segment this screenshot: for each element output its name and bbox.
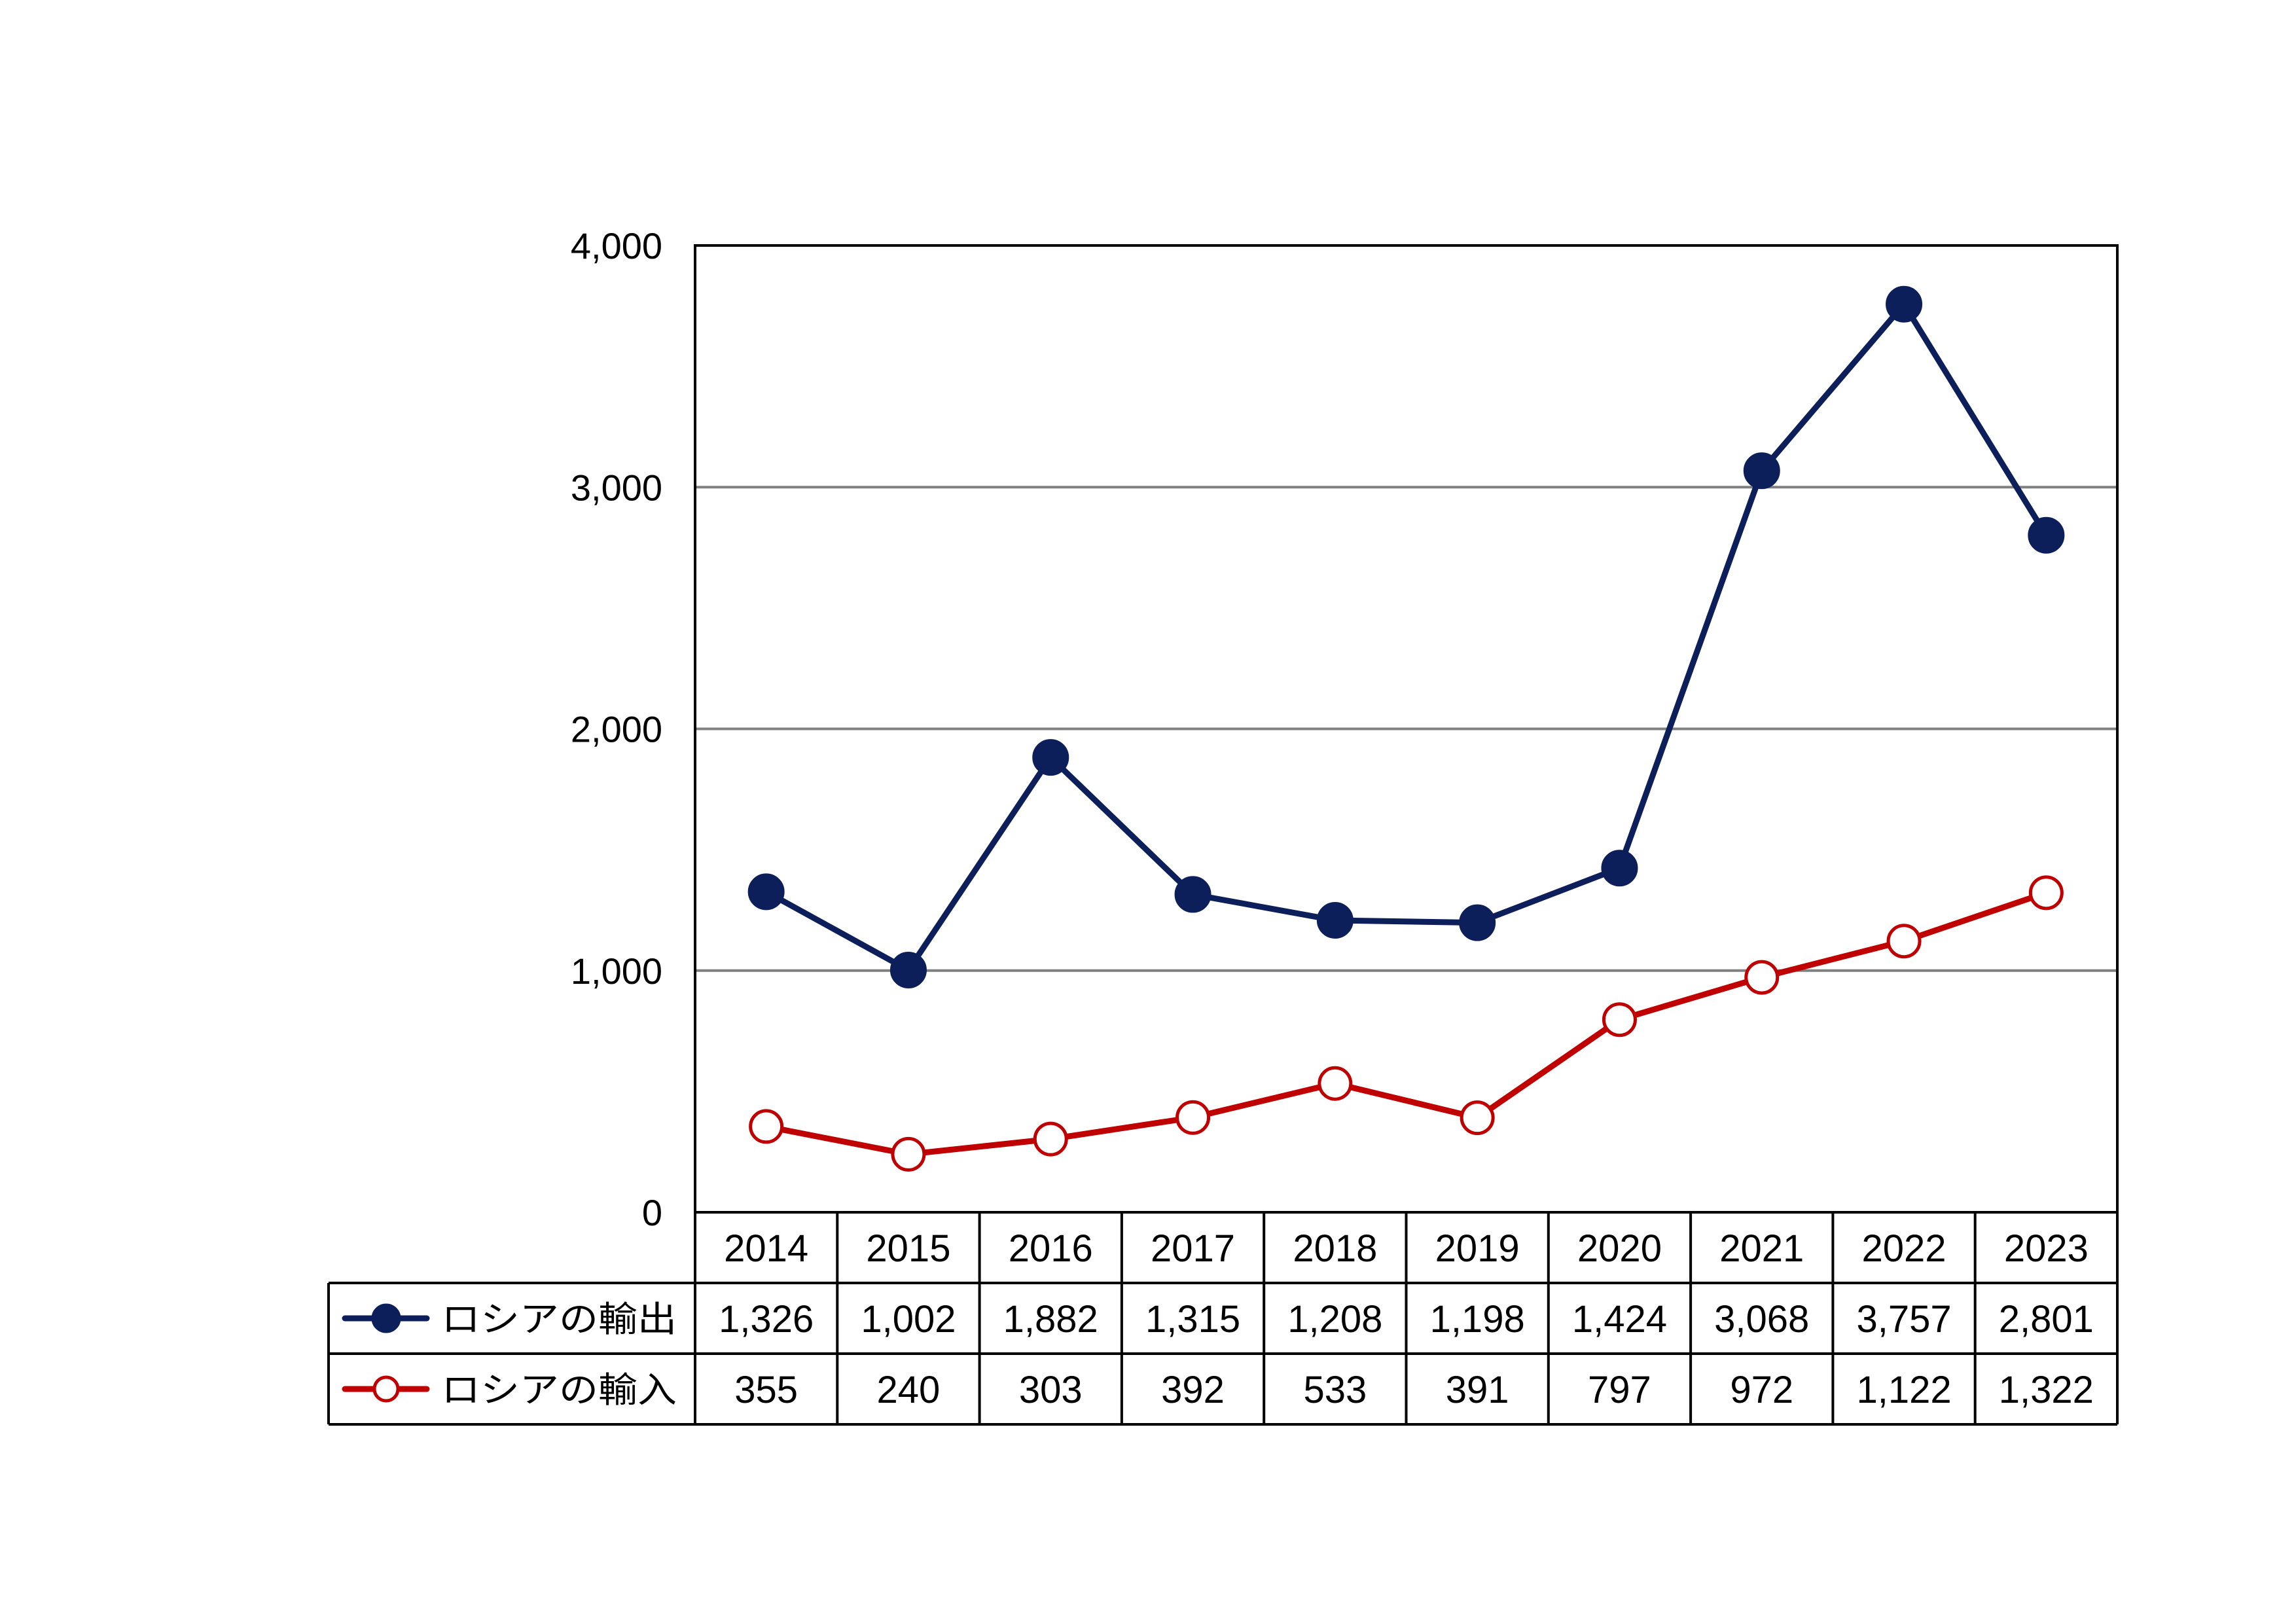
data-point (1886, 924, 1922, 959)
data-point (2028, 516, 2065, 554)
data-point (1175, 1100, 1211, 1135)
data-point (749, 1109, 784, 1144)
data-point (1174, 876, 1211, 913)
data-label: 1,122 (1856, 1369, 1951, 1411)
legend-marker (371, 1303, 401, 1333)
data-point (1602, 1002, 1637, 1038)
x-tick-label: 2017 (1151, 1227, 1235, 1270)
data-point (1744, 960, 1780, 995)
x-tick-label: 2014 (724, 1227, 808, 1270)
y-tick-label: 3,000 (571, 467, 662, 508)
series-markers (747, 285, 2065, 1172)
data-label: 392 (1161, 1369, 1225, 1411)
data-label: 797 (1588, 1369, 1651, 1411)
data-point (1460, 1100, 1495, 1136)
y-tick-label: 0 (642, 1192, 662, 1233)
x-tick-label: 2023 (2004, 1227, 2089, 1270)
y-axis: 0 1,000 2,000 3,000 4,000 (571, 225, 662, 1233)
y-tick-label: 2,000 (571, 709, 662, 750)
data-point (891, 1136, 926, 1172)
data-point (1886, 285, 1923, 323)
data-label: 2,801 (1999, 1298, 2094, 1341)
data-point (1743, 452, 1780, 490)
y-tick-label: 1,000 (571, 950, 662, 992)
y-tick-label: 4,000 (571, 225, 662, 266)
legend-label: ロシアの輸出 (441, 1299, 677, 1340)
series-line-1 (763, 301, 2049, 973)
data-label: 1,198 (1430, 1298, 1525, 1341)
data-point (1032, 739, 1069, 776)
data-label: 1,882 (1003, 1298, 1098, 1341)
x-tick-label: 2022 (1862, 1227, 1946, 1270)
data-label: 533 (1303, 1369, 1367, 1411)
data-table: 2014 2015 2016 2017 2018 2019 2020 2021 2022 2023… (327, 1212, 2119, 1426)
data-label: 1,322 (1999, 1369, 2094, 1411)
data-point (889, 952, 927, 989)
data-label: 1,424 (1572, 1298, 1667, 1341)
x-tick-label: 2019 (1435, 1227, 1520, 1270)
legend-marker (372, 1375, 400, 1403)
x-tick-label: 2016 (1009, 1227, 1093, 1270)
data-label: 3,068 (1714, 1298, 1809, 1341)
gridlines (695, 486, 2117, 972)
data-label: 1,208 (1287, 1298, 1382, 1341)
data-point (1459, 904, 1496, 941)
x-tick-label: 2015 (866, 1227, 950, 1270)
data-label: 303 (1019, 1369, 1083, 1411)
legend-label: ロシアの輸入 (441, 1369, 677, 1411)
data-label: 972 (1730, 1369, 1793, 1411)
data-label: 3,757 (1856, 1298, 1951, 1341)
x-tick-label: 2021 (1719, 1227, 1804, 1270)
x-tick-label: 2020 (1577, 1227, 1662, 1270)
data-point (1033, 1121, 1068, 1157)
data-point (1316, 901, 1354, 939)
data-label: 1,326 (719, 1298, 814, 1341)
series-line-2 (763, 890, 2049, 1157)
data-label: 240 (877, 1369, 941, 1411)
data-point (1601, 850, 1638, 887)
x-tick-label: 2018 (1293, 1227, 1377, 1270)
data-label: 1,315 (1145, 1298, 1240, 1341)
data-point (2028, 875, 2064, 911)
series-lines (763, 301, 2049, 1157)
data-label: 355 (734, 1369, 798, 1411)
data-label: 391 (1446, 1369, 1509, 1411)
data-label: 1,002 (861, 1298, 956, 1341)
data-point (1318, 1066, 1353, 1101)
data-point (747, 873, 785, 911)
